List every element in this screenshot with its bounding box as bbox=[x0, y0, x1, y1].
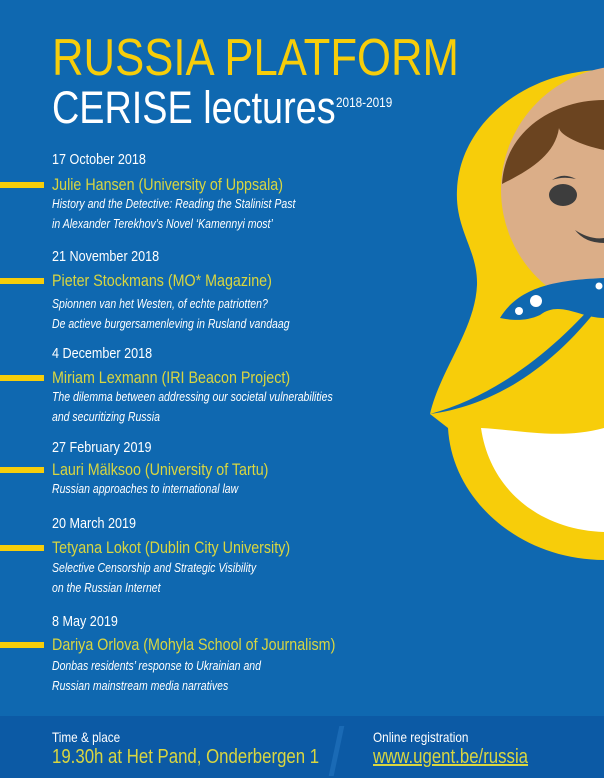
event-description: Selective Censorship and Strategic Visib… bbox=[52, 561, 257, 595]
event-speaker: Tetyana Lokot (Dublin City University) bbox=[52, 538, 291, 557]
footer: Time & place 19.30h at Het Pand, Onderbe… bbox=[0, 716, 604, 778]
time-place-value: 19.30h at Het Pand, Onderbergen 1 bbox=[52, 746, 320, 768]
event-bar bbox=[0, 467, 44, 473]
event-date: 8 May 2019 bbox=[52, 613, 118, 630]
event-bar bbox=[0, 375, 44, 381]
season-years: 2018-2019 bbox=[336, 94, 393, 110]
registration-link[interactable]: www.ugent.be/russia bbox=[373, 746, 529, 768]
event-description: The dilemma between addressing our socie… bbox=[52, 390, 333, 424]
event-description: Russian approaches to international law bbox=[52, 482, 239, 496]
page-title: RUSSIA PLATFORM bbox=[52, 29, 459, 87]
event-description: Spionnen van het Westen, of echte patrio… bbox=[52, 297, 290, 331]
event-bar bbox=[0, 182, 44, 188]
event-speaker: Lauri Mälksoo (University of Tartu) bbox=[52, 460, 269, 479]
event-speaker: Julie Hansen (University of Uppsala) bbox=[52, 175, 283, 194]
event-description: History and the Detective: Reading the S… bbox=[52, 197, 296, 231]
event-speaker: Miriam Lexmann (IRI Beacon Project) bbox=[52, 368, 291, 387]
event-bar bbox=[0, 545, 44, 551]
event-speaker: Dariya Orlova (Mohyla School of Journali… bbox=[52, 635, 336, 654]
registration-label: Online registration bbox=[373, 729, 469, 745]
time-place-label: Time & place bbox=[52, 729, 121, 745]
event-date: 21 November 2018 bbox=[52, 248, 160, 265]
event-date: 17 October 2018 bbox=[52, 151, 146, 168]
event-date: 4 December 2018 bbox=[52, 345, 153, 362]
event-bar bbox=[0, 278, 44, 284]
event-date: 20 March 2019 bbox=[52, 515, 137, 532]
event-speaker: Pieter Stockmans (MO* Magazine) bbox=[52, 271, 272, 290]
event-date: 27 February 2019 bbox=[52, 439, 152, 456]
event-bar bbox=[0, 642, 44, 648]
event-description: Donbas residents’ response to Ukrainian … bbox=[52, 659, 261, 693]
page-subtitle: CERISE lectures bbox=[52, 82, 336, 133]
